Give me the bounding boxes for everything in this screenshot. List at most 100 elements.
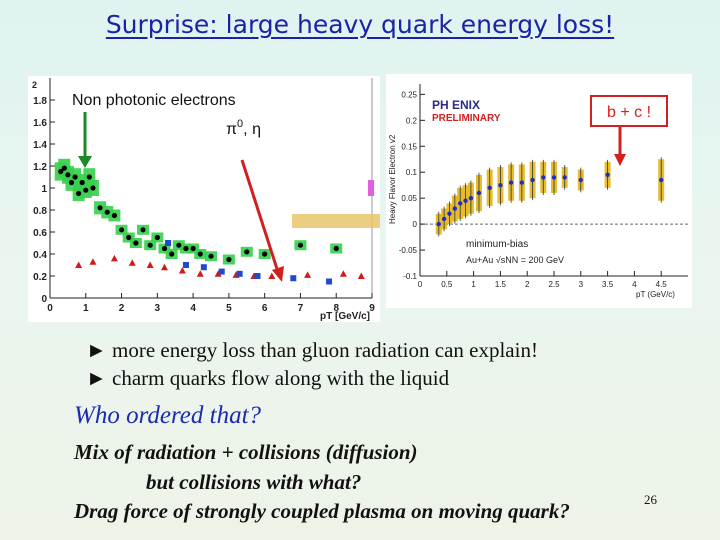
v2-y-tick-label: 0.25 bbox=[401, 90, 417, 99]
eta-point bbox=[290, 275, 297, 282]
v2-x-tick-label: 0 bbox=[418, 280, 423, 289]
v2-x-tick-label: 4.5 bbox=[656, 280, 668, 289]
raa-chart: 0 0.2 0.4 0.6 0.8 1 1.2 1.4 1.6 1.8 2 0 1 2 3 4 5 6 7 8 9 No… bbox=[32, 78, 380, 322]
y-tick-label: 1.6 bbox=[33, 118, 47, 129]
pi-eta-label: π0, η bbox=[226, 118, 261, 138]
pi0-point bbox=[214, 270, 222, 277]
y-tick-label: 0.4 bbox=[33, 250, 47, 261]
eta-point bbox=[326, 278, 333, 285]
npe-label: Non photonic electrons bbox=[72, 92, 236, 109]
pi0-point bbox=[196, 270, 204, 277]
green-arrow-head bbox=[78, 156, 92, 168]
x-tick-label: 9 bbox=[369, 303, 375, 314]
x-tick-label: 7 bbox=[298, 303, 304, 314]
eta-point bbox=[165, 240, 172, 246]
npe-point bbox=[262, 251, 268, 257]
v2-chart: -0.1 -0.05 0 0.05 0.1 0.15 0.2 0.25 0 0.5 1 1.5 2 2.5… bbox=[388, 84, 688, 299]
npe-point bbox=[140, 227, 146, 233]
npe-point bbox=[83, 187, 89, 193]
npe-point bbox=[86, 174, 92, 180]
bullet-energy-loss: ► more energy loss than gluon radiation … bbox=[86, 338, 538, 362]
v2-x-axis-label: pT (GeV/c) bbox=[636, 290, 675, 299]
red-arrow-head bbox=[272, 266, 284, 282]
v2-point bbox=[487, 185, 492, 190]
v2-x-tick-label: 3 bbox=[579, 280, 584, 289]
v2-point bbox=[452, 206, 458, 211]
raa-chart-panel: 0 0.2 0.4 0.6 0.8 1 1.2 1.4 1.6 1.8 2 0 1 2 3 4 5 6 7 8 9 No… bbox=[28, 76, 380, 322]
v2-point bbox=[498, 182, 503, 188]
explanation-line-3: Drag force of strongly coupled plasma on… bbox=[74, 499, 570, 523]
pi0-point bbox=[75, 261, 83, 268]
magenta-mark bbox=[368, 180, 374, 196]
v2-x-tick-label: 2.5 bbox=[548, 280, 560, 289]
eta-point bbox=[218, 268, 225, 275]
v2-point bbox=[476, 190, 482, 196]
x-tick-label: 5 bbox=[226, 303, 232, 314]
npe-point bbox=[72, 174, 78, 180]
x-tick-label: 8 bbox=[333, 303, 339, 314]
y-tick-label: 0.2 bbox=[33, 272, 47, 283]
v2-x-tick-label: 1.5 bbox=[495, 280, 507, 289]
npe-point bbox=[90, 185, 96, 191]
v2-point bbox=[468, 195, 474, 201]
x-tick-label: 0 bbox=[47, 303, 53, 314]
v2-point bbox=[659, 177, 664, 183]
npe-point bbox=[183, 245, 189, 252]
pi0-point bbox=[146, 261, 154, 268]
v2-y-tick-label: 0.05 bbox=[401, 194, 417, 203]
v2-point bbox=[562, 175, 567, 180]
v2-point bbox=[605, 172, 610, 178]
preliminary-label: PRELIMINARY bbox=[432, 113, 501, 124]
npe-point bbox=[176, 242, 182, 248]
npe-point bbox=[65, 172, 71, 178]
red-arrow bbox=[240, 159, 280, 273]
v2-point bbox=[441, 216, 447, 222]
v2-y-tick-label: 0.1 bbox=[406, 168, 418, 177]
eta-point bbox=[254, 273, 261, 279]
v2-y-tick-label: -0.05 bbox=[399, 246, 418, 255]
npe-point bbox=[126, 234, 132, 241]
npe-point bbox=[169, 251, 175, 257]
npe-point bbox=[118, 227, 125, 233]
y-tick-label: 1.2 bbox=[33, 162, 47, 173]
v2-point bbox=[519, 180, 525, 185]
v2-point bbox=[436, 221, 441, 227]
eta-point bbox=[200, 264, 207, 271]
npe-point bbox=[333, 245, 339, 252]
npe-point bbox=[208, 253, 214, 259]
v2-chart-panel: -0.1 -0.05 0 0.05 0.1 0.15 0.2 0.25 0 0.5 1 1.5 2 2.5… bbox=[386, 74, 692, 308]
v2-point bbox=[463, 198, 468, 203]
b-c-arrow-head bbox=[614, 154, 626, 166]
npe-point bbox=[226, 256, 232, 263]
eta-point bbox=[182, 262, 189, 268]
v2-point bbox=[551, 175, 557, 180]
x-tick-label: 1 bbox=[83, 303, 89, 314]
v2-y-label: Heavy Flavor Electron v2 bbox=[388, 134, 397, 224]
npe-point bbox=[61, 165, 67, 171]
v2-point bbox=[541, 175, 546, 180]
page-number: 26 bbox=[644, 492, 657, 507]
v2-y-tick-label: 0.15 bbox=[401, 142, 417, 151]
x-axis-label: pT [GeV/c] bbox=[320, 311, 370, 322]
v2-y-tick-label: -0.1 bbox=[403, 272, 417, 281]
x-tick-label: 3 bbox=[155, 303, 161, 314]
phenix-logo: PH ENIX bbox=[432, 98, 480, 112]
b-c-label: b + c ! bbox=[607, 104, 651, 121]
y-tick-label: 0 bbox=[41, 294, 47, 305]
v2-point bbox=[530, 177, 535, 183]
npe-point bbox=[58, 168, 64, 175]
npe-point bbox=[190, 245, 196, 252]
npe-point bbox=[154, 234, 160, 241]
v2-y-tick-label: 0.2 bbox=[406, 116, 418, 125]
npe-point bbox=[76, 190, 82, 197]
npe-point bbox=[147, 242, 153, 248]
y-tick-label: 1.4 bbox=[33, 140, 47, 151]
pi0-point bbox=[110, 254, 118, 262]
y-tick-label: 1 bbox=[41, 184, 47, 195]
x-tick-label: 2 bbox=[119, 303, 125, 314]
y-tick-label: 2 bbox=[32, 80, 37, 90]
y-tick-label: 0.8 bbox=[33, 206, 47, 217]
npe-point bbox=[79, 179, 85, 186]
yellow-bar bbox=[292, 214, 380, 228]
npe-point bbox=[297, 242, 304, 248]
